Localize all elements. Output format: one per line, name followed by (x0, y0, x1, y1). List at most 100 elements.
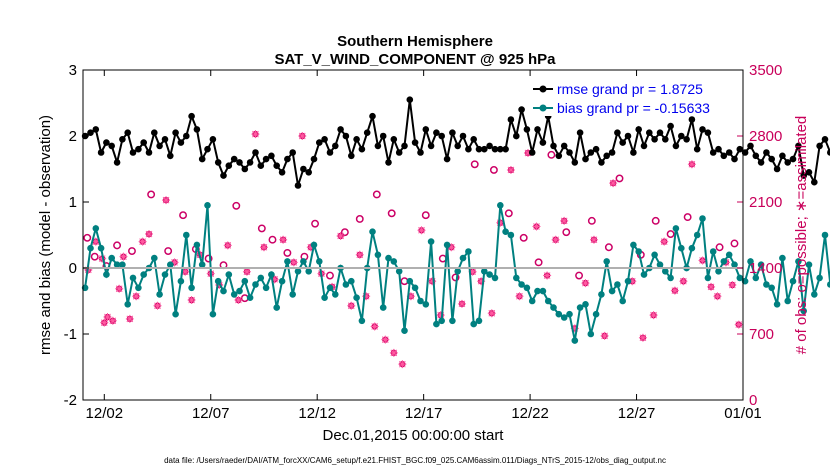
bias-point (433, 320, 440, 328)
obs-assimilated-star (100, 318, 109, 327)
obs-assimilated-marker (698, 256, 707, 265)
obs-assimilated-star (170, 258, 179, 267)
rmse-point (747, 142, 754, 150)
rmse-point (619, 139, 626, 146)
bias-point (422, 301, 430, 308)
bias-point (294, 268, 302, 275)
rmse-point (640, 142, 648, 150)
bias-point (241, 277, 249, 285)
obs-assimilated-marker (707, 282, 716, 291)
obs-assimilated-star (543, 271, 552, 280)
rmse-point (513, 132, 520, 140)
rmse-point (161, 136, 169, 143)
obs-assimilated-marker (728, 280, 737, 289)
bias-point (87, 244, 94, 252)
rmse-point (475, 145, 483, 153)
obs-assimilated-star (581, 279, 590, 288)
rmse-point (491, 145, 499, 153)
obs-assimilated-marker (532, 222, 541, 231)
rmse-point (273, 162, 281, 169)
bias-point (97, 244, 105, 252)
bias-point (289, 291, 297, 298)
obs-assimilated-marker (242, 267, 251, 276)
rmse-point (497, 145, 504, 153)
bias-point (667, 274, 674, 282)
obs-possible-marker (372, 190, 381, 199)
rmse-point (379, 132, 387, 140)
obs-assimilated-star (91, 237, 100, 246)
obs-possible-marker (326, 271, 334, 280)
obs-possible-marker (575, 271, 584, 280)
rmse-point (156, 142, 163, 150)
bias-point (571, 337, 579, 344)
obs-assimilated-marker (589, 235, 598, 244)
y-tick-right-label: 3500 (749, 62, 782, 79)
rmse-point (353, 136, 360, 143)
rmse-point (257, 162, 265, 169)
rmse-point (534, 126, 541, 133)
bias-point (284, 258, 291, 265)
bias-point (725, 251, 733, 259)
rmse-point (752, 152, 760, 160)
y-tick-right-label: 700 (749, 326, 774, 343)
obs-assimilated-star (436, 311, 445, 320)
rmse-point (443, 155, 451, 163)
rmse-point (662, 136, 669, 143)
rmse-point (411, 139, 419, 146)
rmse-point (757, 159, 765, 166)
bias-point (268, 271, 275, 278)
rmse-point (603, 152, 610, 160)
rmse-point (683, 136, 690, 143)
obs-assimilated-star (132, 292, 141, 301)
rmse-point (560, 142, 568, 150)
rmse-point (268, 152, 275, 160)
rmse-point (635, 126, 642, 133)
obs-possible-marker (715, 243, 724, 252)
bias-point (465, 248, 472, 255)
rmse-point (555, 152, 563, 160)
bias-point (539, 287, 547, 295)
rmse-point (167, 152, 174, 160)
bias-point (704, 274, 712, 282)
bias-point (693, 231, 701, 239)
obs-assimilated-star (468, 267, 477, 276)
obs-possible-marker (683, 213, 692, 222)
bias-point (481, 268, 488, 275)
obs-possible-marker (615, 174, 624, 183)
bias-point (252, 281, 259, 288)
y-axis-right-label: # of obs: o=possible; ∗=assimilated (793, 116, 810, 355)
bias-point (257, 274, 265, 282)
obs-possible-marker (534, 258, 543, 267)
rmse-point (124, 129, 131, 136)
obs-assimilated-star (153, 301, 162, 310)
obs-assimilated-marker (162, 196, 171, 205)
bias-point (177, 277, 185, 285)
obs-possible-marker (232, 201, 241, 210)
rmse-point (246, 159, 254, 166)
rmse-point (699, 126, 706, 133)
obs-possible-marker (90, 252, 99, 261)
bias-point (555, 310, 563, 318)
rmse-point (145, 149, 153, 156)
obs-assimilated-star (119, 252, 128, 261)
bias-point (614, 281, 621, 288)
rmse-point (284, 155, 291, 163)
bias-point (523, 284, 531, 292)
obs-assimilated-marker (279, 235, 288, 244)
rmse-point (566, 149, 573, 156)
bias-point (236, 287, 243, 295)
obs-assimilated-marker (91, 237, 100, 246)
bias-point (779, 254, 786, 262)
y-tick-label: 0 (69, 260, 77, 277)
obs-assimilated-marker (660, 237, 669, 246)
rmse-point (539, 139, 547, 146)
bias-point (369, 228, 376, 235)
rmse-point (406, 96, 414, 103)
rmse-point (113, 159, 121, 166)
rmse-point (401, 142, 408, 150)
bias-point (773, 301, 781, 308)
rmse-point (433, 129, 440, 136)
rmse-point (592, 145, 600, 153)
bias-point (129, 274, 137, 282)
